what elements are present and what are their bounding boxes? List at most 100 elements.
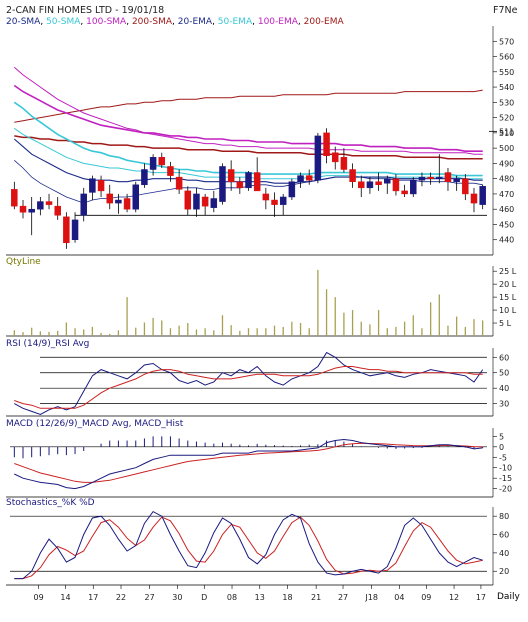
legend-ema50: 50-EMA <box>217 17 253 27</box>
legend-ema200: 200-EMA <box>303 17 344 27</box>
candle-body <box>453 178 460 182</box>
candle-body <box>357 181 365 189</box>
legend-sma50: 50-SMA <box>46 17 81 27</box>
macd-line <box>14 438 483 490</box>
candle-body <box>340 157 348 170</box>
candle-body <box>45 201 53 205</box>
period-label: Daily <box>497 592 520 602</box>
chart-code: F7Ne <box>493 5 518 16</box>
x-tick-label: 17 <box>476 593 486 602</box>
x-tick-label: 17 <box>88 593 98 602</box>
candle-body <box>167 166 174 176</box>
candle-body <box>115 199 122 204</box>
candle-body <box>63 216 70 244</box>
candle-body <box>323 132 330 157</box>
candle-body <box>106 193 113 204</box>
candle-body <box>19 205 27 213</box>
price-tick-label: 480 <box>499 175 514 184</box>
volume-tick-label: 20 L <box>499 280 517 289</box>
macd-tick-label: 0 <box>499 443 504 452</box>
price-tick-label: 560 <box>499 53 514 62</box>
stoch-d-line <box>14 516 483 580</box>
candle-body <box>141 169 148 186</box>
legend-ema20: 20-EMA <box>177 17 213 27</box>
x-tick-label: 09 <box>421 593 431 602</box>
candle-body <box>331 152 339 163</box>
candle-body <box>201 196 209 207</box>
price-tick-label: 500 <box>499 144 514 153</box>
macd-tick-label: 5 <box>499 432 504 441</box>
candle-body <box>444 172 452 182</box>
candle-body <box>479 186 486 205</box>
candle-body <box>297 175 304 182</box>
ema200-line <box>14 135 483 160</box>
volume-tick-label: 15 L <box>499 293 517 302</box>
x-tick-label: 22 <box>116 593 126 602</box>
price-tick-label: 530 <box>499 98 514 107</box>
rsi-tick-label: 50 <box>499 369 509 378</box>
volume-title: QtyLine <box>6 257 41 267</box>
candle-body <box>366 181 374 189</box>
candle-body <box>80 193 87 216</box>
x-tick-label: 27 <box>338 593 348 602</box>
rsi-line <box>14 351 484 416</box>
candle-body <box>245 172 252 189</box>
candle-body <box>436 176 443 179</box>
last-price-label: 511 <box>499 127 514 136</box>
indicator-legend: 20-SMA, 50-SMA, 100-SMA, 200-SMA, 20-EMA… <box>6 17 344 27</box>
price-tick-label: 470 <box>499 190 514 199</box>
legend-sma100: 100-SMA <box>86 17 127 27</box>
candle-body <box>279 196 287 205</box>
candle-body <box>271 199 278 205</box>
x-tick-label: 18 <box>282 593 292 602</box>
candle-body <box>418 176 426 181</box>
legend-sma200: 200-SMA <box>131 17 173 27</box>
stochastics-title: Stochastics_%K %D <box>6 498 95 508</box>
candle-body <box>219 166 226 202</box>
price-tick-label: 520 <box>499 114 514 123</box>
price-tick-label: 490 <box>499 159 514 168</box>
stoch-k-line <box>14 510 483 580</box>
macd-title: MACD (12/26/9)_MACD Avg, MACD_Hist <box>6 419 184 429</box>
candle-body <box>175 176 183 190</box>
x-tick-label: 30 <box>172 593 182 602</box>
candle-body <box>71 219 79 240</box>
x-tick-label: 12 <box>449 593 459 602</box>
x-tick-label: 09 <box>34 593 44 602</box>
x-tick-label: 21 <box>311 593 321 602</box>
rsi-tick-label: 60 <box>499 353 509 362</box>
rsi-tick-label: 40 <box>499 384 509 393</box>
candle-body <box>11 189 18 207</box>
price-tick-label: 440 <box>499 236 514 245</box>
stochastics-tick-label: 20 <box>499 567 509 576</box>
candle-body <box>410 179 417 195</box>
candle-body <box>28 208 35 213</box>
candle-body <box>227 169 235 182</box>
candle-body <box>184 190 192 210</box>
price-tick-label: 540 <box>499 83 514 92</box>
x-tick-label: D <box>201 593 207 602</box>
volume-tick-label: 10 L <box>499 306 517 315</box>
volume-tick-label: 5 L <box>499 319 512 328</box>
candle-body <box>349 169 356 182</box>
candle-body <box>89 178 96 193</box>
candle-body <box>401 190 408 195</box>
candle-body <box>158 157 166 166</box>
rsi-avg-line <box>14 366 483 409</box>
price-tick-label: 450 <box>499 220 514 229</box>
x-tick-label: J18 <box>364 593 378 602</box>
chart-title: 2-CAN FIN HOMES LTD - 19/01/18 <box>6 5 165 16</box>
candle-body <box>470 193 478 204</box>
candle-body <box>288 181 296 198</box>
candle-body <box>253 172 261 192</box>
sma100-line <box>13 66 483 155</box>
x-tick-label: 04 <box>394 593 404 602</box>
candle-body <box>462 178 469 195</box>
legend-sma20: 20-SMA <box>6 17 41 27</box>
price-tick-label: 570 <box>499 37 514 46</box>
x-tick-label: 13 <box>255 593 265 602</box>
candle-body <box>37 201 44 210</box>
candle-body <box>262 193 270 201</box>
ema100-line <box>13 84 483 152</box>
